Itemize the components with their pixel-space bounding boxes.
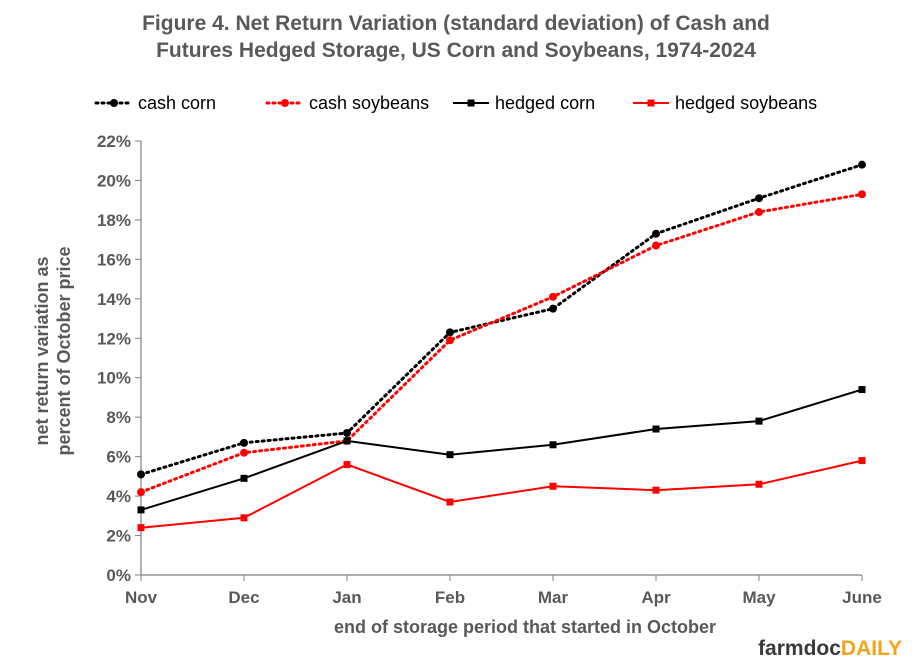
series-line-hedged-corn — [140, 388, 863, 511]
legend-marker-cash-corn — [110, 99, 118, 107]
y-axis-label-line-2: percent of October price — [54, 246, 74, 455]
x-tick-label: June — [842, 588, 882, 607]
legend: cash corn cash soybeans hedged corn hedged … — [94, 93, 817, 113]
data-point-cash-soybeans — [137, 488, 145, 497]
series-lines — [139, 163, 864, 529]
legend-label-hedged-soybeans: hedged soybeans — [675, 93, 817, 113]
data-point-cash-soybeans — [755, 208, 763, 217]
data-point-hedged-corn — [549, 441, 557, 449]
axes — [140, 141, 862, 576]
x-tick-label: May — [742, 588, 776, 607]
legend-marker-hedged-corn — [467, 99, 475, 107]
y-tick-label: 14% — [97, 290, 131, 309]
y-tick-label: 18% — [97, 211, 131, 230]
x-tick-label: Jan — [332, 588, 361, 607]
legend-marker-cash-soybeans — [281, 99, 289, 107]
data-point-hedged-soybeans — [652, 486, 660, 494]
legend-label-cash-corn: cash corn — [138, 93, 216, 113]
series-line-cash-corn — [139, 163, 864, 476]
y-tick-label: 2% — [106, 527, 131, 546]
x-tick-label: Apr — [641, 588, 671, 607]
data-point-cash-soybeans — [652, 241, 660, 250]
series-line-hedged-soybeans — [140, 459, 863, 529]
data-point-hedged-soybeans — [240, 514, 248, 522]
data-point-hedged-soybeans — [446, 498, 454, 506]
data-point-hedged-corn — [652, 425, 660, 433]
x-axis-label: end of storage period that started in Oc… — [334, 617, 716, 637]
legend-label-cash-soybeans: cash soybeans — [309, 93, 429, 113]
data-point-hedged-soybeans — [755, 480, 763, 488]
x-axis-ticks: Nov Dec Jan Feb Mar Apr May June — [125, 575, 882, 607]
data-point-cash-corn — [858, 160, 866, 169]
data-point-cash-corn — [549, 304, 557, 313]
data-point-hedged-corn — [755, 417, 763, 425]
data-point-cash-soybeans — [858, 190, 866, 199]
legend-label-hedged-corn: hedged corn — [495, 93, 595, 113]
y-tick-label: 20% — [97, 171, 131, 190]
data-point-hedged-corn — [858, 386, 866, 394]
x-tick-label: Mar — [538, 588, 569, 607]
x-tick-label: Dec — [228, 588, 259, 607]
data-point-hedged-corn — [446, 451, 454, 459]
data-point-cash-corn — [343, 428, 351, 437]
y-tick-label: 4% — [106, 487, 131, 506]
data-point-cash-corn — [652, 229, 660, 238]
data-point-cash-soybeans — [549, 292, 557, 301]
chart-title-line-1: Figure 4. Net Return Variation (standard… — [142, 12, 770, 35]
y-tick-label: 16% — [97, 250, 131, 269]
y-tick-label: 22% — [97, 132, 131, 151]
y-axis-label-line-1: net return variation as — [32, 256, 52, 445]
series-line-cash-soybeans — [139, 192, 864, 494]
chart-title-line-2: Futures Hedged Storage, US Corn and Soyb… — [156, 39, 756, 62]
y-tick-label: 10% — [97, 369, 131, 388]
y-tick-label: 0% — [106, 566, 131, 585]
x-tick-label: Feb — [435, 588, 465, 607]
y-tick-label: 6% — [106, 448, 131, 467]
data-point-cash-corn — [240, 438, 248, 447]
data-point-hedged-corn — [343, 437, 351, 445]
series-markers — [137, 160, 866, 532]
data-point-hedged-soybeans — [343, 461, 351, 469]
data-point-hedged-soybeans — [858, 457, 866, 465]
data-point-hedged-soybeans — [137, 524, 145, 532]
farmdoc-daily-logo: farmdocDAILY — [758, 637, 902, 660]
x-tick-label: Nov — [125, 588, 158, 607]
legend-marker-hedged-soybeans — [647, 99, 655, 107]
y-tick-label: 8% — [106, 408, 131, 427]
data-point-cash-soybeans — [446, 336, 454, 345]
data-point-cash-corn — [137, 470, 145, 479]
data-point-hedged-soybeans — [549, 482, 557, 490]
data-point-cash-soybeans — [240, 448, 248, 457]
data-point-cash-corn — [755, 194, 763, 203]
data-point-cash-corn — [446, 328, 454, 337]
data-point-hedged-corn — [137, 506, 145, 514]
y-axis-ticks: 0% 2% 4% 6% 8% 10% 12% 14% 16% 18% 20% 22% — [97, 132, 141, 585]
y-tick-label: 12% — [97, 329, 131, 348]
data-point-hedged-corn — [240, 474, 248, 482]
